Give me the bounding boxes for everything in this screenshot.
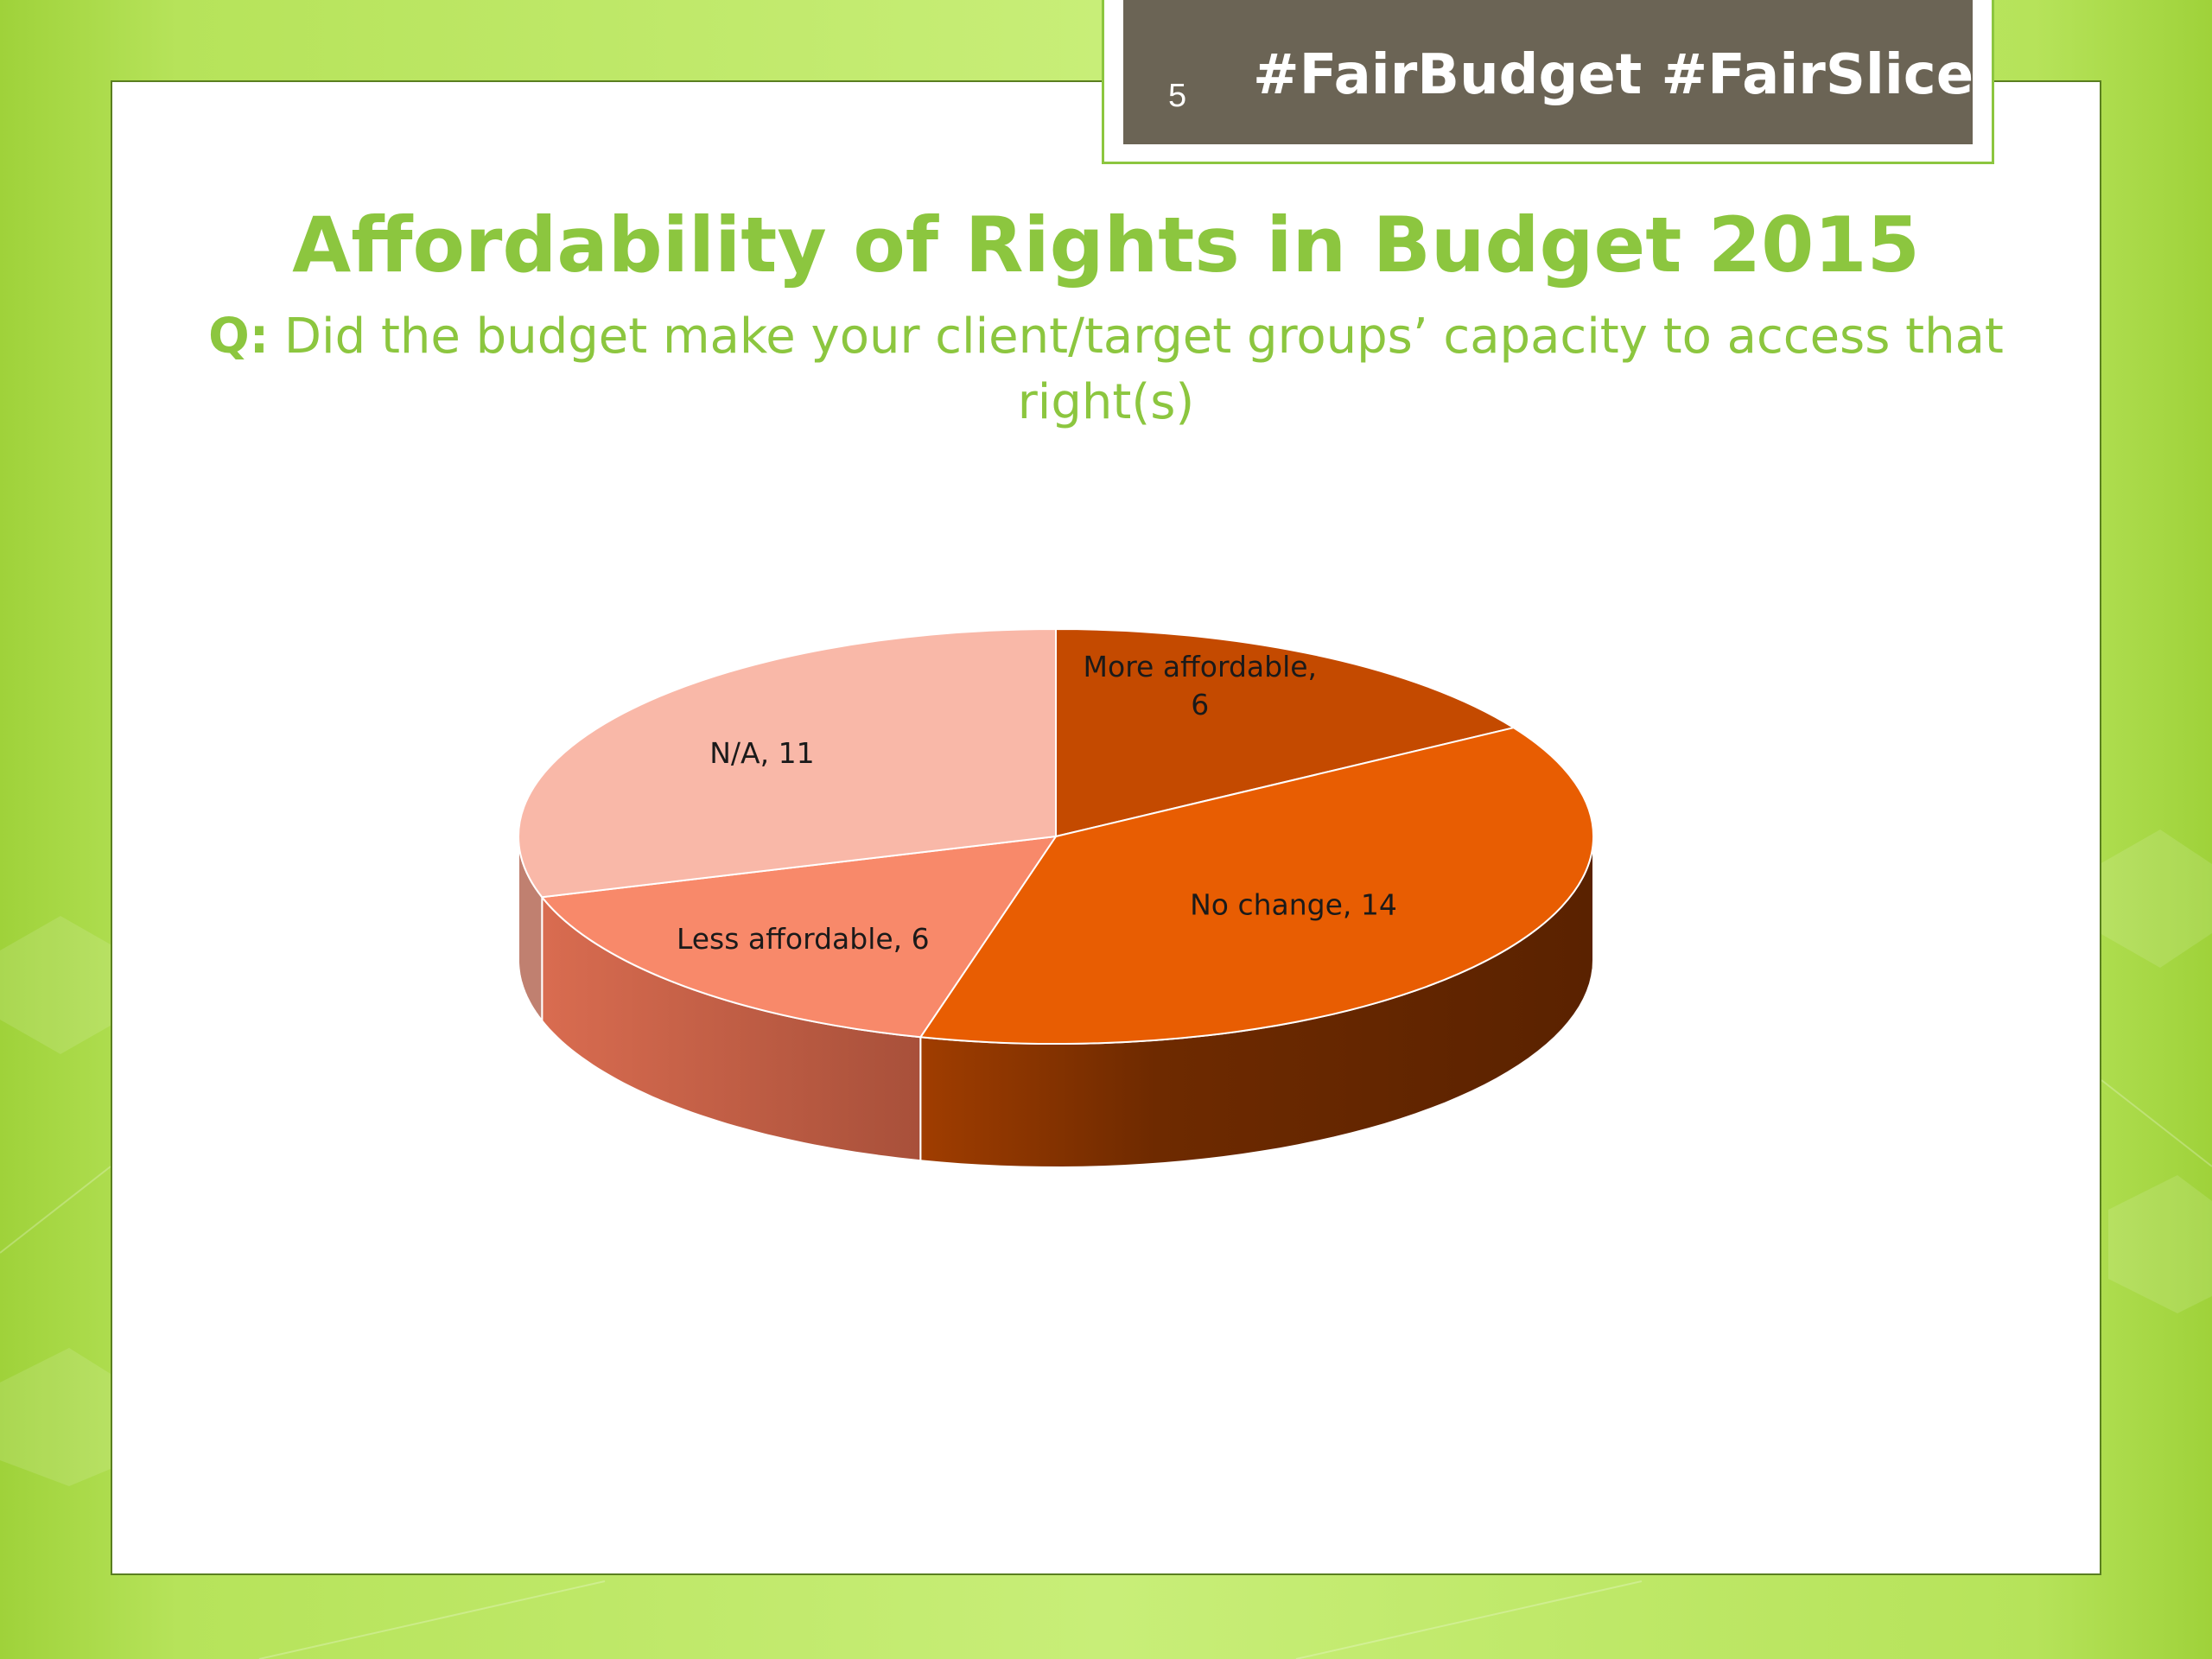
pie-labels: More affordable, 6 No change, 14 Less affor… [677,650,1397,956]
question-text: Did the budget make your client/target g… [283,308,2004,430]
data-label-more-affordable: More affordable, 6 [1084,650,1318,721]
hashtags: #FairBudget #FairSlice [1253,43,1974,107]
hashtag-banner-inner: 5 #FairBudget #FairSlice [1123,0,1974,144]
pie-tops [518,627,1595,1046]
question-prefix: Q: [208,308,270,365]
pie-slice-na [518,627,1057,899]
data-label-no-change: No change, 14 [1190,888,1397,922]
slide-title: Affordability of Rights in Budget 2015 [292,200,1920,289]
data-label-na: N/A, 11 [709,736,814,770]
hashtag-banner: 5 #FairBudget #FairSlice [1102,0,1994,164]
pie-slice-less-affordable [540,835,1058,1039]
data-label-less-affordable: Less affordable, 6 [677,922,930,956]
pie-slice-more-affordable [1055,627,1516,838]
question-subtitle: Q: Did the budget make your client/targe… [130,304,2082,435]
slide-number: 5 [1168,78,1187,114]
pie-slice-no-change [918,727,1595,1046]
